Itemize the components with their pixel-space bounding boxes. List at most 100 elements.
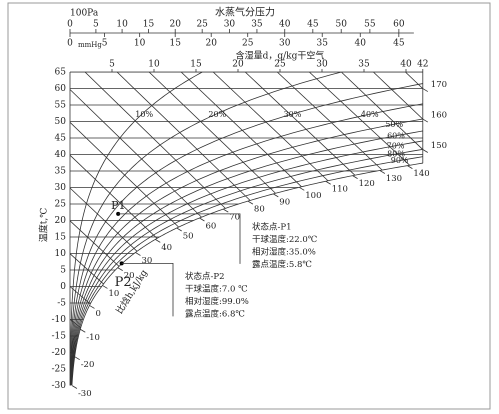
mmhg-tick-label: 10 xyxy=(134,39,146,49)
temp-tick-label: -25 xyxy=(52,365,67,375)
pressure-title: 水蒸气分压力 xyxy=(215,6,275,19)
enthalpy-tick-label: -20 xyxy=(81,360,95,370)
temp-tick-label: 55 xyxy=(55,101,67,111)
temp-tick-label: 5 xyxy=(60,266,66,276)
d-tick-label: 15 xyxy=(190,60,202,70)
rh-curve xyxy=(70,102,424,386)
enthalpy-line xyxy=(84,72,230,213)
mmhg-tick-label: 30 xyxy=(279,39,291,49)
rh-curve xyxy=(71,155,424,386)
rh-label: 40% xyxy=(361,110,379,119)
pressure-tick-label: 30 xyxy=(224,20,236,30)
leader-line xyxy=(121,263,174,317)
pressure-tick-label: 45 xyxy=(307,20,319,30)
rh-label: 50% xyxy=(385,120,403,129)
enthalpy-line xyxy=(244,72,359,179)
temp-tick-label: 40 xyxy=(55,150,67,160)
temp-label: 温度t,℃ xyxy=(38,208,50,243)
mmhg-tick-label: 35 xyxy=(317,39,329,49)
enthalpy-line xyxy=(180,72,306,191)
rh-curve xyxy=(70,72,342,386)
pressure-tick-label: 5 xyxy=(93,20,99,30)
enthalpy-tick-label: 140 xyxy=(413,169,429,179)
point-info: 相对湿度:99.0% xyxy=(185,296,249,307)
point-info: 露点温度:5.8℃ xyxy=(252,259,312,270)
enthalpy-line xyxy=(308,72,414,169)
enthalpy-tick xyxy=(89,305,95,309)
temp-tick-label: 45 xyxy=(55,134,67,144)
point-info: 干球温度:22.0℃ xyxy=(252,234,317,245)
enthalpy-tick xyxy=(422,88,429,92)
pressure-tick-label: 35 xyxy=(251,20,263,30)
enthalpy-tick-label: 10 xyxy=(108,289,119,299)
point-info: 相对湿度:35.0% xyxy=(252,246,316,257)
mmhg-tick-label: 25 xyxy=(242,39,254,49)
enthalpy-tick xyxy=(155,239,161,243)
enthalpy-line xyxy=(70,89,206,222)
pressure-tick-label: 50 xyxy=(335,20,347,30)
chart-lines xyxy=(70,72,424,386)
mmhg-tick-label: 45 xyxy=(393,39,405,49)
temp-tick-label: -10 xyxy=(52,315,67,325)
enthalpy-line xyxy=(70,122,183,232)
enthalpy-tick-label: 130 xyxy=(386,174,402,184)
enthalpy-tick-label: 70 xyxy=(229,213,240,223)
enthalpy-line xyxy=(70,187,142,256)
d-tick-label: 42 xyxy=(417,60,428,70)
enthalpy-line xyxy=(341,72,424,150)
enthalpy-tick-label: 20 xyxy=(124,271,135,281)
temp-tick-label: 30 xyxy=(55,183,67,193)
rh-label: 90% xyxy=(391,156,409,165)
enthalpy-tick-label: 170 xyxy=(431,80,447,90)
enthalpy-tick xyxy=(71,385,78,389)
enthalpy-tick-label: 100 xyxy=(305,191,321,201)
pressure-unit: 100Pa xyxy=(70,9,99,19)
enthalpy-tick xyxy=(325,180,331,185)
enthalpy-tick xyxy=(223,208,229,213)
d-tick-label: 35 xyxy=(358,60,370,70)
enthalpy-tick xyxy=(407,165,413,169)
point-info: 状态点-P1 xyxy=(252,221,292,232)
mmhg-tick-label: 0 xyxy=(67,39,73,49)
saturation-curve xyxy=(71,162,424,386)
enthalpy-tick-label: -30 xyxy=(78,389,92,399)
d-tick-label: 40 xyxy=(400,60,412,70)
mmhg-unit: mmHg xyxy=(78,41,102,49)
d-tick-label: 20 xyxy=(232,60,244,70)
pressure-tick-label: 0 xyxy=(67,20,73,30)
enthalpy-line xyxy=(70,154,162,243)
mmhg-tick-label: 5 xyxy=(102,39,108,49)
enthalpy-tick xyxy=(299,186,305,191)
temp-tick-label: 65 xyxy=(55,68,67,78)
temp-tick-label: 25 xyxy=(55,200,67,210)
temp-tick-label: 60 xyxy=(55,84,67,94)
enthalpy-line xyxy=(116,72,255,205)
temp-tick-label: -15 xyxy=(52,332,67,342)
rh-label: 70% xyxy=(387,141,405,150)
enthalpy-tick xyxy=(379,170,386,174)
pressure-tick-label: 55 xyxy=(364,20,376,30)
point-info: 干球温度:7.0 ℃ xyxy=(185,283,248,294)
point-info: 状态点-P2 xyxy=(185,271,225,282)
enthalpy-tick-label: 110 xyxy=(332,185,348,195)
rh-curve xyxy=(70,129,424,386)
enthalpy-tick xyxy=(199,217,205,222)
enthalpy-tick xyxy=(117,267,123,271)
enthalpy-tick xyxy=(422,118,429,123)
enthalpy-tick-label: 150 xyxy=(431,141,447,151)
enthalpy-tick xyxy=(80,328,86,333)
mmhg-tick-label: 20 xyxy=(205,39,217,49)
enthalpy-tick-label: 160 xyxy=(431,111,447,121)
rh-curve xyxy=(71,147,424,386)
enthalpy-tick xyxy=(74,356,80,361)
enthalpy-tick-label: 60 xyxy=(205,222,216,232)
rh-label: 30% xyxy=(284,110,302,119)
temp-tick-label: 15 xyxy=(55,233,67,243)
enthalpy-tick xyxy=(273,193,279,198)
enthalpy-tick-label: 90 xyxy=(279,197,290,207)
rh-curve xyxy=(70,139,424,386)
pressure-tick-label: 15 xyxy=(143,20,155,30)
frame xyxy=(7,2,491,410)
enthalpy-tick-label: 0 xyxy=(95,309,100,319)
